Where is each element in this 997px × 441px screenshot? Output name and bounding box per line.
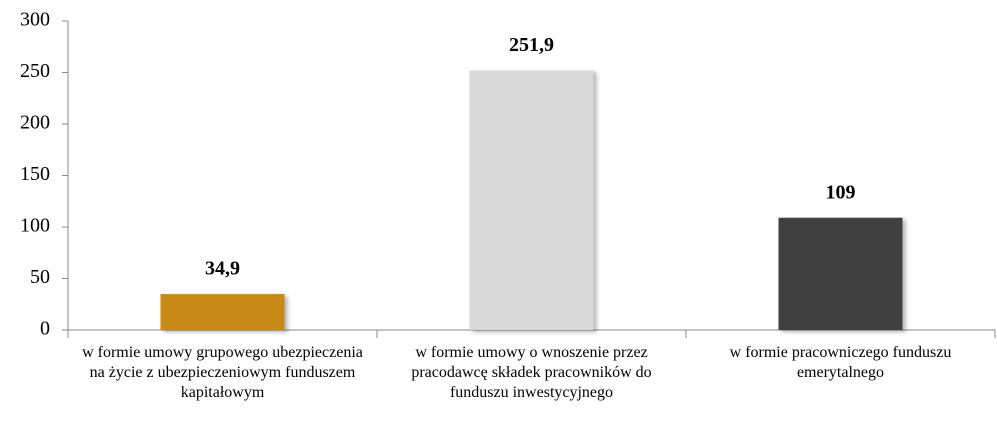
value-label: 109 xyxy=(826,181,856,203)
x-tick-label: w formie pracowniczego funduszu emerytal… xyxy=(729,344,952,381)
y-tick-label: 50 xyxy=(30,266,50,288)
y-tick-label: 300 xyxy=(20,9,50,31)
y-tick-label: 250 xyxy=(20,60,50,82)
value-label: 251,9 xyxy=(509,34,554,56)
bar xyxy=(469,70,594,330)
value-label: 34,9 xyxy=(205,258,240,280)
x-tick-label: w formie umowy o wnoszenie przez pracoda… xyxy=(411,344,652,401)
y-tick-label: 0 xyxy=(40,318,50,340)
y-tick-label: 100 xyxy=(20,215,50,237)
y-tick-label: 150 xyxy=(20,163,50,185)
x-tick-label: w formie umowy grupowego ubezpieczenia n… xyxy=(82,344,363,401)
bar xyxy=(160,294,285,330)
bar xyxy=(778,217,903,330)
y-tick-label: 200 xyxy=(20,112,50,134)
